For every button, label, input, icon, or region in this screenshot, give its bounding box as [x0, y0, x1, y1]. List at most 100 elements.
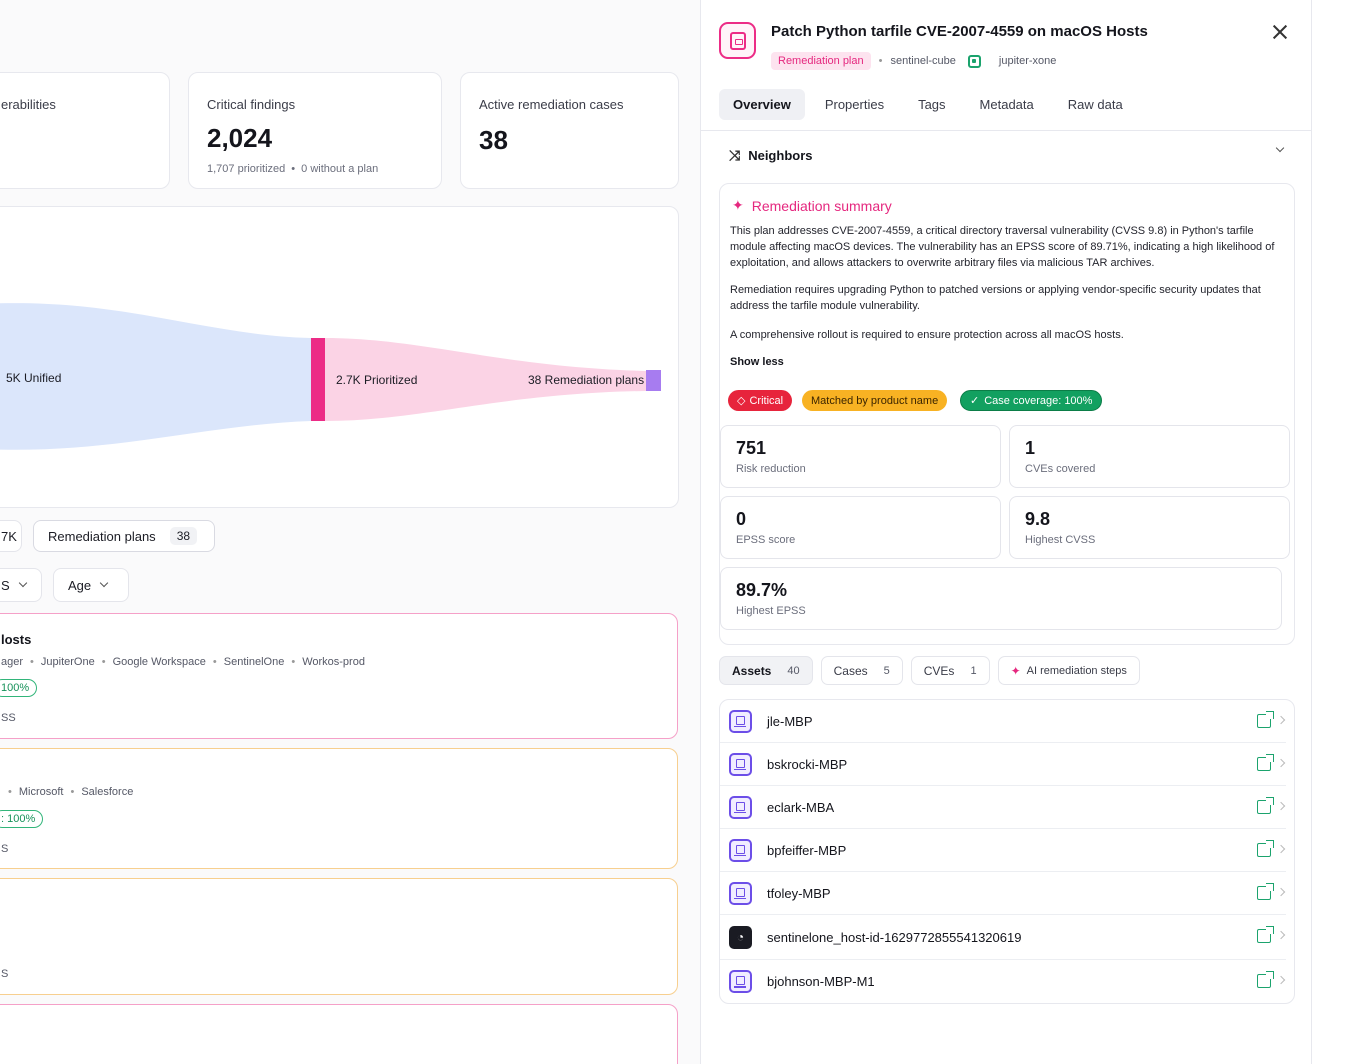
dropdown-label: Age: [68, 577, 92, 593]
dropdown-filter-a[interactable]: S: [0, 568, 42, 602]
dropdown-label: S: [1, 577, 10, 593]
plan-cvss: S: [1, 968, 9, 980]
tab-tags[interactable]: Tags: [918, 97, 946, 112]
close-icon[interactable]: [1272, 24, 1288, 40]
severity-badge: ◇ Critical: [728, 390, 793, 411]
stat-card-critical-findings[interactable]: Critical findings 2,024 1,707 prioritize…: [188, 72, 442, 189]
external-link-icon[interactable]: [1257, 926, 1274, 943]
metric-highest-cvss: 9.8 Highest CVSS: [1009, 496, 1290, 559]
asset-name: sentinelone_host-id-1629772855541320619: [767, 929, 1022, 945]
coverage-badge: ✓ Case coverage: 100%: [960, 390, 1103, 411]
sparkle-icon: ✦: [1010, 663, 1021, 678]
tab-overview[interactable]: Overview: [719, 89, 805, 120]
tab-cves[interactable]: CVEs 1: [910, 656, 990, 685]
sankey-node-plans: [646, 370, 661, 391]
metric-label: CVEs covered: [1025, 463, 1096, 475]
external-link-icon[interactable]: [1257, 883, 1274, 900]
metric-risk-reduction: 751 Risk reduction: [720, 425, 1001, 488]
summary-title: ✦ Remediation summary: [732, 197, 892, 214]
plan-coverage-badge: 100%: [0, 679, 38, 697]
stat-card-active-cases[interactable]: Active remediation cases 38: [460, 72, 679, 189]
check-icon: ✓: [970, 395, 980, 407]
workspace-name[interactable]: sentinel-cube: [890, 55, 956, 67]
stat-value: 38: [479, 125, 508, 155]
related-tabs: Assets 40 Cases 5 CVEs 1 ✦ AI remediation st…: [719, 656, 1148, 685]
match-badge: Matched by product name: [802, 390, 948, 411]
asset-name: eclark-MBA: [767, 799, 835, 815]
list-item[interactable]: bskrocki-MBP: [720, 743, 1286, 786]
chevron-right-icon: [1276, 887, 1286, 897]
chevron-right-icon: [1276, 801, 1286, 811]
stat-sub: 1,707 prioritized • 0 without a plan: [207, 163, 379, 175]
asset-name: jle-MBP: [767, 713, 813, 729]
metric-highest-epss: 89.7% Highest EPSS: [720, 567, 1282, 630]
external-link-icon[interactable]: [1257, 711, 1274, 728]
remediation-plan-drawer: Patch Python tarfile CVE-2007-4559 on ma…: [700, 0, 1313, 1064]
metric-label: EPSS score: [736, 534, 796, 546]
tab-assets[interactable]: Assets 40: [719, 656, 813, 685]
list-item[interactable]: eclark-MBA: [720, 786, 1286, 829]
chevron-right-icon: [1276, 844, 1286, 854]
pill-label: Remediation plans: [48, 528, 156, 544]
plan-card[interactable]: [0, 1004, 678, 1064]
metric-label: Risk reduction: [736, 463, 806, 475]
remediation-summary-card: ✦ Remediation summary This plan addresse…: [719, 183, 1295, 645]
list-item[interactable]: bjohnson-MBP-M1: [720, 960, 1286, 1003]
chevron-right-icon: [1276, 930, 1286, 940]
metric-value: 1: [1025, 438, 1036, 458]
dropdown-age[interactable]: Age: [53, 568, 129, 602]
asset-name: bskrocki-MBP: [767, 756, 848, 772]
plan-card[interactable]: S: [0, 878, 678, 995]
drawer-title: Patch Python tarfile CVE-2007-4559 on ma…: [771, 23, 1148, 40]
stat-card-vulnerabilities[interactable]: erabilities: [0, 72, 170, 189]
metric-value: 89.7%: [736, 580, 788, 600]
neighbors-section-header[interactable]: ⤨ Neighbors: [729, 143, 1289, 165]
metric-label: Highest EPSS: [736, 605, 806, 617]
show-less-link[interactable]: Show less: [730, 356, 784, 368]
chevron-down-icon: [18, 578, 27, 588]
filter-pill-findings[interactable]: 7K: [0, 520, 22, 552]
laptop-icon: [729, 709, 752, 733]
stat-value: 2,024: [207, 123, 273, 153]
tab-cases[interactable]: Cases 5: [820, 656, 903, 685]
filter-pill-remediation-plans[interactable]: Remediation plans 38: [33, 520, 215, 552]
chevron-down-icon[interactable]: [1275, 143, 1285, 153]
tab-raw-data[interactable]: Raw data: [1067, 97, 1123, 112]
plan-sources: ager • JupiterOne • Google Workspace • Sentine…: [1, 656, 365, 668]
integration-icon: [967, 54, 981, 68]
laptop-icon: [729, 838, 752, 862]
plan-sources: • Microsoft • Salesforce: [8, 786, 134, 798]
list-item[interactable]: ◔ sentinelone_host-id-162977285554132061…: [720, 915, 1286, 960]
plan-title: losts: [1, 632, 32, 647]
list-item[interactable]: tfoley-MBP: [720, 872, 1286, 915]
stat-label: erabilities: [1, 97, 56, 112]
sparkle-icon: ✦: [732, 197, 744, 213]
metric-value: 9.8: [1025, 509, 1051, 529]
pill-label: 7K: [1, 528, 17, 544]
neighbors-icon: ⤨: [729, 146, 741, 163]
integration-name[interactable]: jupiter-xone: [998, 55, 1057, 67]
plan-card[interactable]: losts ager • JupiterOne • Google Workspace • S…: [0, 613, 678, 739]
sentinelone-icon: ◔: [729, 925, 752, 949]
summary-paragraph: Remediation requires upgrading Python to…: [730, 284, 1261, 312]
stat-label: Critical findings: [207, 97, 296, 112]
external-link-icon[interactable]: [1257, 840, 1274, 857]
external-link-icon[interactable]: [1257, 971, 1274, 988]
laptop-icon: [729, 752, 752, 776]
stat-label: Active remediation cases: [479, 97, 624, 112]
asset-name: bpfeiffer-MBP: [767, 842, 847, 858]
tab-properties[interactable]: Properties: [824, 97, 885, 112]
asset-name: bjohnson-MBP-M1: [767, 974, 875, 989]
plan-card[interactable]: • Microsoft • Salesforce : 100% S: [0, 748, 678, 869]
sankey-flow-unified: [0, 303, 311, 450]
tab-metadata[interactable]: Metadata: [979, 97, 1034, 112]
tab-ai-remediation-steps[interactable]: ✦ AI remediation steps: [997, 656, 1140, 685]
list-item[interactable]: bpfeiffer-MBP: [720, 829, 1286, 872]
external-link-icon[interactable]: [1257, 797, 1274, 814]
chevron-right-icon: [1276, 975, 1286, 985]
chevron-right-icon: [1276, 758, 1286, 768]
external-link-icon[interactable]: [1257, 754, 1274, 771]
list-item[interactable]: jle-MBP: [720, 700, 1286, 743]
sankey-node-prioritized: [311, 338, 325, 421]
sankey-card: 5K Unified 2.7K Prioritized 38 Remediati…: [0, 206, 679, 508]
